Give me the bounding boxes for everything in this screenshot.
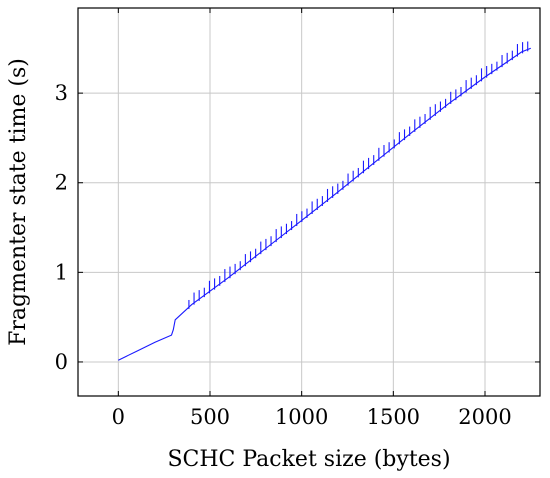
y-tick-label: 3 <box>55 81 68 105</box>
x-tick-label: 500 <box>190 405 230 429</box>
tick-marks <box>78 8 540 396</box>
y-tick-label: 2 <box>55 171 68 195</box>
axes-frame <box>77 7 541 397</box>
x-tick-label: 1500 <box>367 405 420 429</box>
x-tick-labels: 0 500 1000 1500 2000 <box>112 405 512 429</box>
x-tick-label: 1000 <box>275 405 328 429</box>
y-tick-label: 1 <box>55 260 68 284</box>
plot-area <box>118 41 532 361</box>
y-axis-label: Fragmenter state time (s) <box>6 58 31 346</box>
y-tick-label: 0 <box>55 350 68 374</box>
x-tick-label: 0 <box>112 405 125 429</box>
y-tick-labels: 0 1 2 3 <box>55 81 68 374</box>
x-axis-label: SCHC Packet size (bytes) <box>167 447 450 472</box>
grid-lines <box>78 8 540 396</box>
x-tick-label: 2000 <box>458 405 511 429</box>
series-line <box>118 47 532 361</box>
